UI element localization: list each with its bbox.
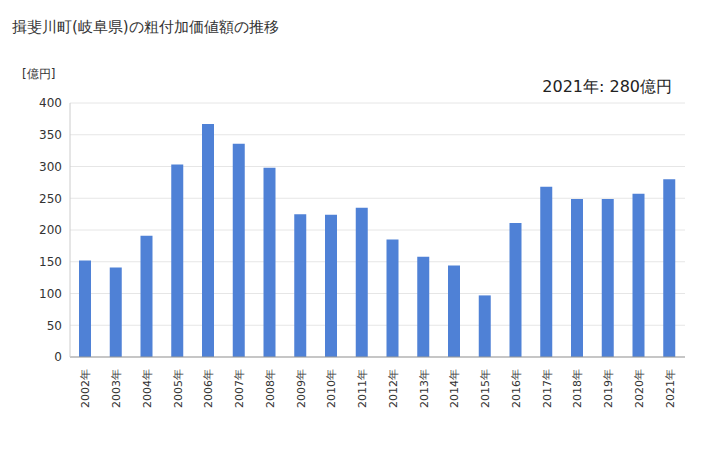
- svg-text:150: 150: [39, 255, 62, 269]
- svg-text:2002年: 2002年: [79, 369, 92, 408]
- svg-text:2005年: 2005年: [172, 369, 185, 408]
- svg-text:2008年: 2008年: [264, 369, 277, 408]
- svg-text:2014年: 2014年: [448, 369, 461, 408]
- svg-text:2003年: 2003年: [110, 369, 123, 408]
- svg-text:0: 0: [54, 350, 62, 364]
- html-text:揖斐川町(岐阜県)の粗付加価値額の推移: 揖斐川町(岐阜県)の粗付加価値額の推移: [12, 18, 279, 36]
- svg-text:2009年: 2009年: [295, 369, 308, 408]
- svg-text:2020年: 2020年: [633, 369, 646, 408]
- svg-text:2016年: 2016年: [510, 369, 523, 408]
- svg-text:2007年: 2007年: [233, 369, 246, 408]
- svg-text:200: 200: [39, 223, 62, 237]
- svg-text:300: 300: [39, 160, 62, 174]
- svg-text:2010年: 2010年: [325, 369, 338, 408]
- html-text:[億円]: [億円]: [22, 67, 56, 81]
- svg-text:50: 50: [47, 319, 62, 333]
- svg-text:250: 250: [39, 192, 62, 206]
- svg-text:2004年: 2004年: [141, 369, 154, 408]
- svg-text:400: 400: [39, 96, 62, 110]
- svg-text:2018年: 2018年: [571, 369, 584, 408]
- html-text:2021年: 280億円: 2021年: 280億円: [542, 77, 672, 96]
- svg-text:2019年: 2019年: [602, 369, 615, 408]
- svg-text:350: 350: [39, 128, 62, 142]
- svg-text:100: 100: [39, 287, 62, 301]
- svg-text:2013年: 2013年: [418, 369, 431, 408]
- svg-text:2015年: 2015年: [479, 369, 492, 408]
- svg-text:2006年: 2006年: [202, 369, 215, 408]
- svg-text:2017年: 2017年: [541, 369, 554, 408]
- svg-text:2021年: 2021年: [664, 369, 677, 408]
- svg-text:2012年: 2012年: [387, 369, 400, 408]
- svg-text:2011年: 2011年: [356, 369, 369, 408]
